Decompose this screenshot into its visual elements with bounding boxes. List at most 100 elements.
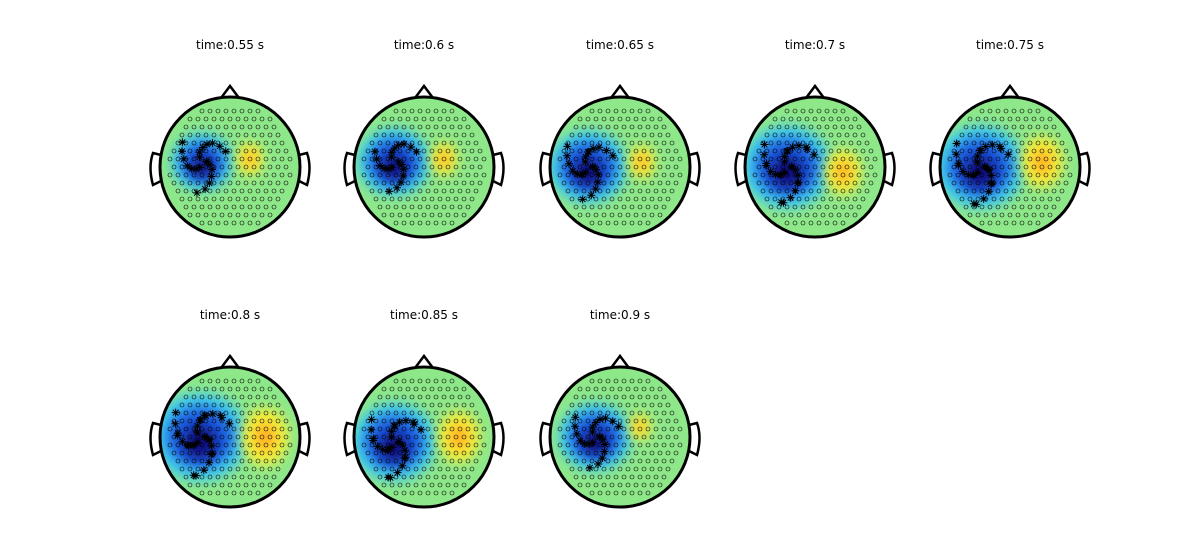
electrode <box>1027 156 1033 162</box>
electrode <box>219 434 225 440</box>
significant-marker <box>221 147 230 156</box>
electrode <box>637 426 643 432</box>
electrode <box>207 394 213 400</box>
electrode <box>239 188 245 194</box>
electrode <box>243 212 249 218</box>
electrode <box>784 108 790 114</box>
electrode <box>223 410 229 416</box>
significant-marker <box>392 183 401 192</box>
electrode <box>625 116 631 122</box>
electrode <box>409 124 415 130</box>
significant-marker <box>395 418 404 427</box>
electrode <box>409 220 415 226</box>
electrode <box>219 482 225 488</box>
electrode <box>267 180 273 186</box>
significant-marker <box>972 200 981 209</box>
electrode <box>195 450 201 456</box>
electrode <box>437 212 443 218</box>
head-outline <box>743 95 887 239</box>
electrode <box>377 188 383 194</box>
electrode <box>609 434 615 440</box>
electrode <box>629 124 635 130</box>
electrode <box>637 108 643 114</box>
electrode <box>223 108 229 114</box>
electrode <box>255 394 261 400</box>
left-ear <box>539 421 552 457</box>
electrode <box>421 148 427 154</box>
head-map <box>354 97 494 237</box>
electrode <box>235 434 241 440</box>
electrode <box>227 482 233 488</box>
electrode <box>251 450 257 456</box>
electrode <box>589 394 595 400</box>
electrode <box>617 196 623 202</box>
electrode <box>824 124 830 130</box>
electrode <box>481 156 487 162</box>
electrode <box>167 156 173 162</box>
significant-marker <box>614 422 623 431</box>
electrode <box>629 474 635 480</box>
electrode <box>979 140 985 146</box>
electrode <box>445 180 451 186</box>
significant-marker <box>387 163 396 172</box>
electrode <box>840 140 846 146</box>
electrode <box>429 116 435 122</box>
electrode <box>1059 140 1065 146</box>
electrode <box>848 204 854 210</box>
electrode <box>267 466 273 472</box>
significant-marker <box>602 146 611 155</box>
electrode <box>1055 164 1061 170</box>
electrode <box>645 442 651 448</box>
electrode <box>287 156 293 162</box>
electrode <box>381 434 387 440</box>
significant-marker <box>198 143 207 152</box>
electrode <box>581 204 587 210</box>
electrode <box>967 212 973 218</box>
electrode <box>613 442 619 448</box>
electrode <box>449 204 455 210</box>
electrode <box>433 156 439 162</box>
electrode <box>397 386 403 392</box>
electrode <box>1027 140 1033 146</box>
electrode <box>457 204 463 210</box>
electrode <box>597 220 603 226</box>
electrode <box>637 156 643 162</box>
electrode <box>263 204 269 210</box>
electrode <box>449 490 455 496</box>
significant-marker <box>981 142 990 151</box>
electrode <box>255 474 261 480</box>
electrode <box>457 188 463 194</box>
electrode <box>271 124 277 130</box>
electrode <box>203 402 209 408</box>
electrode <box>983 116 989 122</box>
electrode <box>979 220 985 226</box>
electrode <box>645 378 651 384</box>
electrode <box>585 402 591 408</box>
significant-marker <box>952 150 961 159</box>
electrode <box>621 108 627 114</box>
significant-marker <box>409 418 418 427</box>
electrode <box>365 434 371 440</box>
electrode <box>421 418 427 424</box>
electrode <box>215 124 221 130</box>
electrode <box>1055 148 1061 154</box>
electrode <box>816 124 822 130</box>
electrode <box>441 458 447 464</box>
electrode <box>661 204 667 210</box>
electrode <box>577 164 583 170</box>
significant-marker <box>193 421 202 430</box>
electrode <box>393 458 399 464</box>
electrode <box>235 482 241 488</box>
electrode <box>605 156 611 162</box>
electrode <box>247 426 253 432</box>
electrode <box>836 212 842 218</box>
electrode <box>979 188 985 194</box>
electrode <box>617 402 623 408</box>
electrode <box>848 172 854 178</box>
electrode <box>991 196 997 202</box>
electrode <box>955 156 961 162</box>
electrode <box>780 180 786 186</box>
electrode <box>601 180 607 186</box>
electrode <box>203 450 209 456</box>
electrode <box>401 220 407 226</box>
